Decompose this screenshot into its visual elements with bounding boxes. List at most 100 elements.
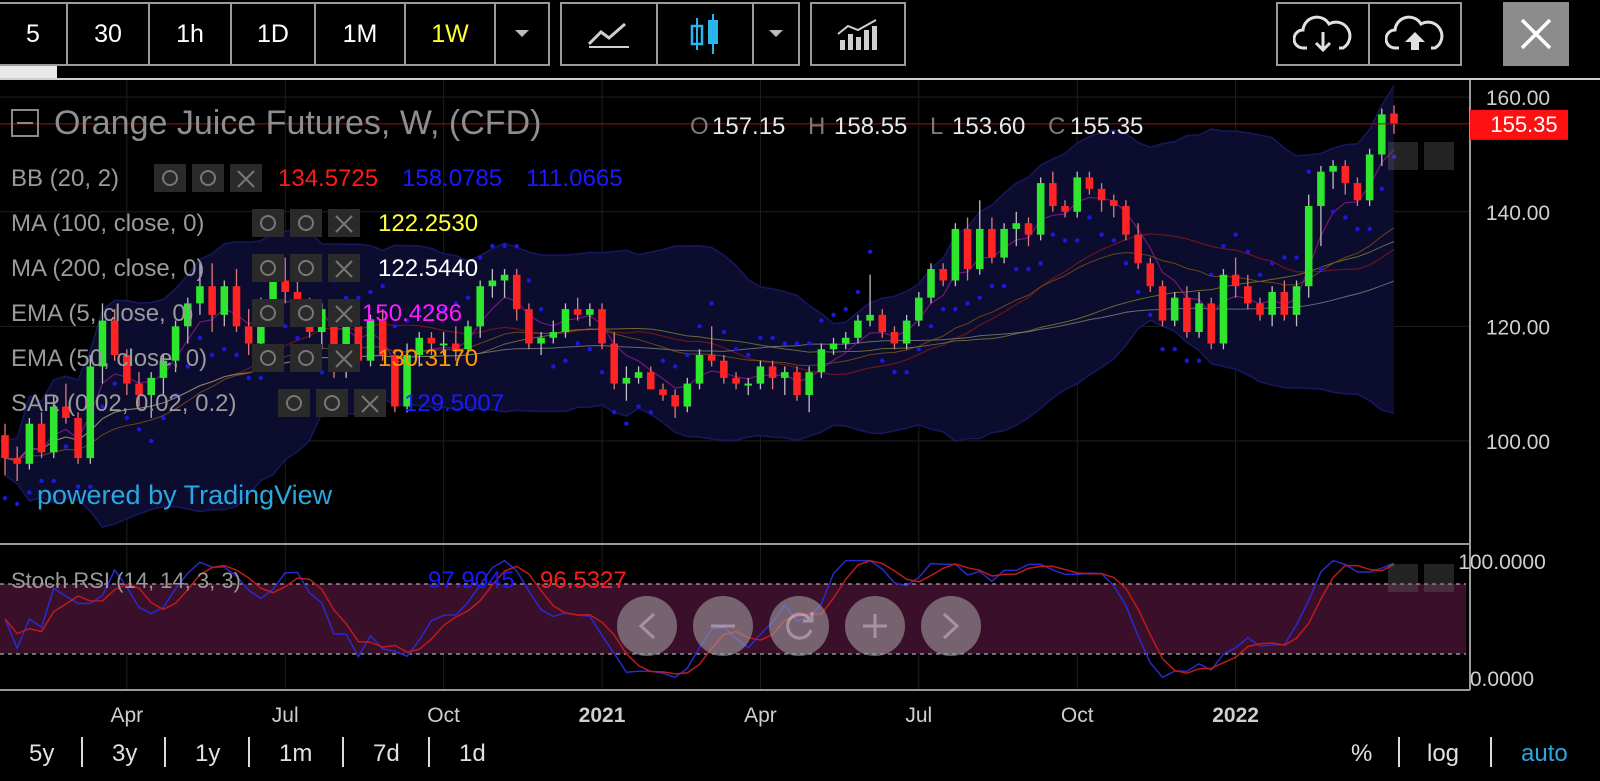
interval-1m-button[interactable]: 1M bbox=[314, 2, 406, 66]
candle-body bbox=[86, 366, 95, 459]
candle-body bbox=[1, 435, 9, 459]
scroll-left-button[interactable] bbox=[617, 596, 677, 656]
range-1d-button[interactable]: 1d bbox=[459, 740, 486, 767]
sar-dot bbox=[746, 352, 751, 358]
candle-body bbox=[1329, 165, 1337, 172]
indicator-name: SAR (0.02, 0.02, 0.2) bbox=[11, 390, 236, 417]
sar-dot bbox=[112, 381, 117, 386]
scroll-right-button[interactable] bbox=[921, 596, 981, 656]
indicators-icon bbox=[837, 19, 877, 50]
reset-chart-button[interactable] bbox=[769, 596, 829, 656]
range-1m-button[interactable]: 1m bbox=[279, 740, 313, 767]
move-pane-down-button[interactable] bbox=[1388, 142, 1418, 170]
indicators-button[interactable] bbox=[810, 2, 906, 66]
indicator-name: EMA (50, close, 0) bbox=[11, 345, 207, 372]
candle-body bbox=[1195, 303, 1203, 333]
close-value: 155.35 bbox=[1070, 113, 1143, 140]
log-scale-button[interactable]: log bbox=[1427, 740, 1460, 767]
candle-body bbox=[1317, 171, 1325, 207]
candle-body bbox=[123, 354, 131, 384]
candle-body bbox=[781, 372, 789, 378]
cloud-download-button[interactable] bbox=[1276, 2, 1370, 66]
interval-30-button[interactable]: 30 bbox=[66, 2, 150, 66]
candle-body bbox=[74, 417, 82, 459]
range-7d-button[interactable]: 7d bbox=[373, 740, 400, 767]
close-button[interactable] bbox=[1503, 2, 1569, 66]
sar-dot bbox=[453, 301, 459, 306]
price-tick-label: 120.00 bbox=[1486, 316, 1550, 339]
sar-dot bbox=[514, 243, 519, 249]
cloud-upload-button[interactable] bbox=[1368, 2, 1462, 66]
maximize-pane-button[interactable] bbox=[1424, 142, 1454, 170]
stoch-d-line bbox=[4, 559, 1395, 675]
candle-body bbox=[110, 320, 119, 355]
range-5y-button[interactable]: 5y bbox=[29, 740, 55, 767]
candle-body bbox=[951, 228, 960, 281]
maximize-stoch-pane-button[interactable] bbox=[1424, 564, 1454, 592]
indicator-name: EMA (5, close, 0) bbox=[11, 300, 194, 327]
candle-body bbox=[1146, 263, 1155, 287]
indicator-value: 129.5007 bbox=[404, 390, 504, 417]
interval-dropdown-button[interactable] bbox=[494, 2, 550, 66]
interval-1w-button[interactable]: 1W bbox=[404, 2, 496, 66]
candle-body bbox=[1073, 177, 1081, 212]
sar-dot bbox=[356, 295, 361, 300]
interval-1d-button[interactable]: 1D bbox=[230, 2, 316, 66]
candle-body bbox=[841, 337, 850, 344]
price-tick-label: 140.00 bbox=[1486, 202, 1550, 225]
move-pane-up-button[interactable] bbox=[1388, 564, 1418, 592]
sar-dot bbox=[806, 341, 812, 346]
chevron-left-icon bbox=[638, 612, 656, 640]
range-divider bbox=[81, 737, 83, 767]
zoom-out-button[interactable] bbox=[693, 596, 753, 656]
candle-body bbox=[1219, 274, 1228, 344]
range-3y-button[interactable]: 3y bbox=[112, 740, 138, 767]
percent-scale-button[interactable]: % bbox=[1351, 740, 1373, 767]
sar-dot bbox=[502, 243, 507, 249]
sar-dot bbox=[1001, 284, 1007, 289]
close-icon-glyph bbox=[335, 350, 353, 368]
sar-dot bbox=[672, 364, 678, 369]
line-chart-button[interactable] bbox=[560, 2, 658, 66]
sar-dot bbox=[1123, 261, 1129, 266]
sar-dot bbox=[1379, 186, 1385, 192]
candle-body bbox=[1134, 234, 1142, 264]
interval-5-button[interactable]: 5 bbox=[0, 2, 68, 66]
chart-type-dropdown-button[interactable] bbox=[752, 2, 800, 66]
sar-dot bbox=[855, 289, 861, 295]
sar-dot bbox=[1306, 169, 1311, 174]
price-chart[interactable]: 100.00 120.00 140.00 160.00 155.35 100.0000… bbox=[0, 80, 1600, 780]
candle-body bbox=[634, 372, 643, 378]
chevron-right-icon bbox=[942, 612, 960, 640]
sar-dot bbox=[222, 347, 227, 352]
sar-dot bbox=[441, 306, 446, 312]
sar-dot bbox=[39, 478, 44, 484]
close-icon-glyph bbox=[335, 260, 353, 278]
candle-body bbox=[1304, 206, 1313, 287]
stoch-ytick-0: 0.0000 bbox=[1470, 668, 1534, 691]
candle-body bbox=[403, 354, 411, 407]
candle-body bbox=[1122, 206, 1130, 235]
zoom-in-button[interactable] bbox=[845, 596, 905, 656]
auto-scale-button[interactable]: auto bbox=[1521, 740, 1568, 767]
candle-body bbox=[1109, 200, 1118, 207]
range-1y-button[interactable]: 1y bbox=[195, 740, 221, 767]
sar-dot bbox=[782, 341, 787, 346]
time-tick-label: Oct bbox=[427, 704, 460, 727]
eye-icon-glyph bbox=[260, 260, 276, 276]
sar-dot bbox=[624, 421, 629, 426]
collapse-legend-icon[interactable] bbox=[11, 109, 39, 137]
candle-body bbox=[354, 326, 363, 361]
sar-dot bbox=[1209, 272, 1214, 277]
last-price-label: 155.35 bbox=[1490, 112, 1557, 137]
indicator-name: MA (200, close, 0) bbox=[11, 255, 204, 282]
eye-icon-glyph bbox=[162, 170, 178, 186]
candlestick-button[interactable] bbox=[656, 2, 754, 66]
stoch-ytick-100: 100.0000 bbox=[1458, 551, 1546, 574]
sar-dot bbox=[1026, 266, 1031, 272]
sar-dot bbox=[928, 324, 934, 329]
candle-body bbox=[49, 406, 58, 453]
interval-1h-button[interactable]: 1h bbox=[148, 2, 232, 66]
sar-dot bbox=[75, 484, 81, 489]
candle-body bbox=[622, 377, 631, 384]
